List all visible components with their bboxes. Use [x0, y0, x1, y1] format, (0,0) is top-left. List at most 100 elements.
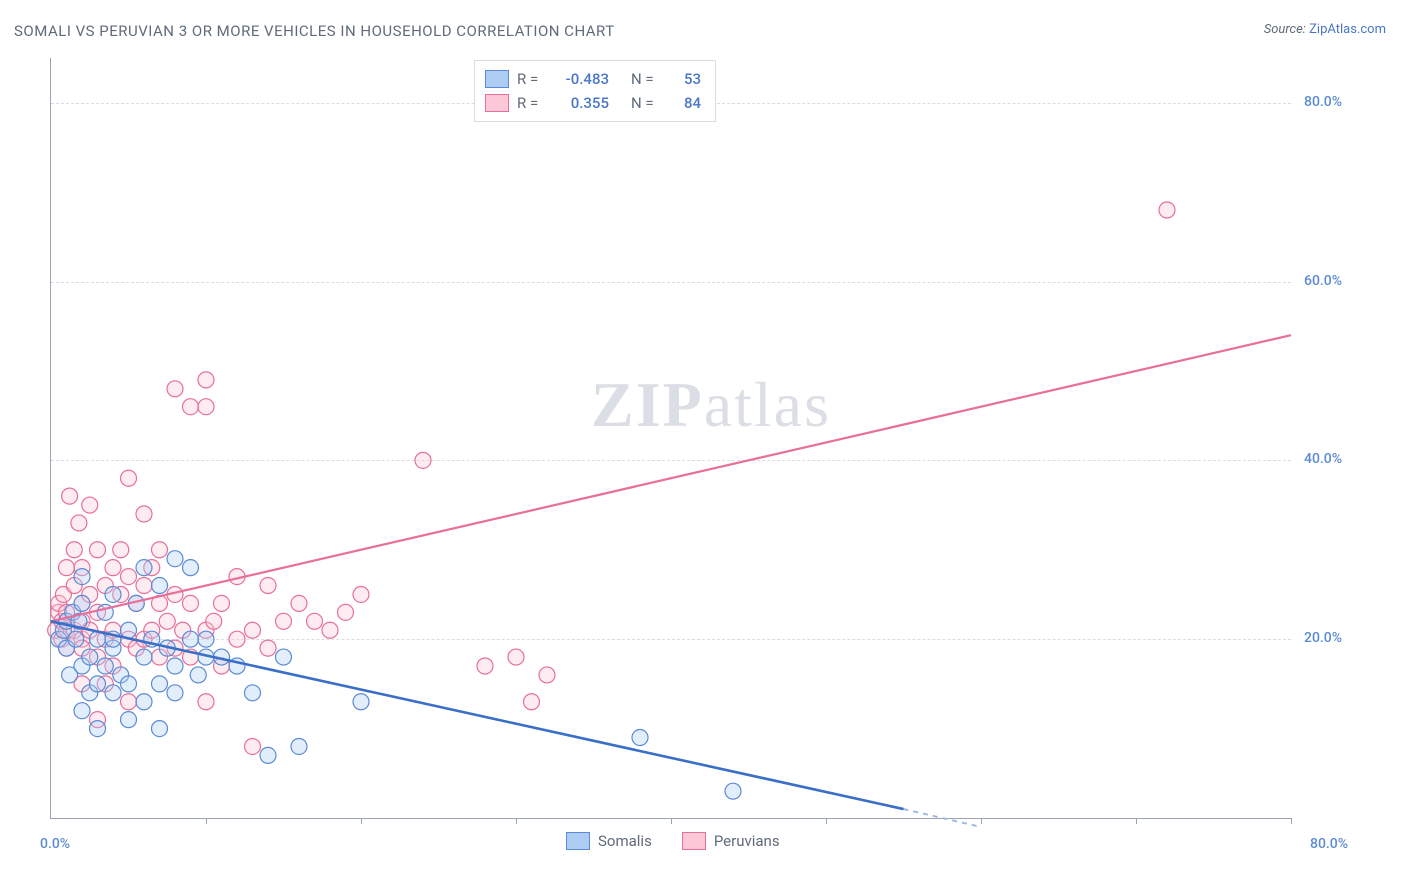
data-point [113, 542, 129, 558]
data-point [136, 560, 152, 576]
chart-title: SOMALI VS PERUVIAN 3 OR MORE VEHICLES IN… [14, 22, 615, 40]
data-point [105, 560, 121, 576]
legend-swatch [566, 832, 590, 850]
data-point [198, 694, 214, 710]
data-point [74, 595, 90, 611]
data-point [136, 506, 152, 522]
data-point [167, 685, 183, 701]
data-point [97, 658, 113, 674]
data-point [245, 622, 261, 638]
r-label: R = [517, 70, 545, 88]
data-point [74, 569, 90, 585]
data-point [62, 488, 78, 504]
data-point [198, 631, 214, 647]
r-value: -0.483 [553, 70, 609, 88]
legend-label: Somalis [598, 832, 652, 850]
data-point [74, 703, 90, 719]
plot-area: ZIPatlas [50, 58, 1291, 819]
x-tick [826, 818, 827, 824]
data-point [66, 542, 82, 558]
data-point [183, 595, 199, 611]
data-point [276, 613, 292, 629]
n-value: 84 [673, 94, 701, 112]
stats-row: R =0.355N =84 [485, 91, 701, 115]
n-label: N = [631, 70, 665, 88]
data-point [90, 542, 106, 558]
source-site: ZipAtlas.com [1309, 22, 1386, 37]
data-point [183, 560, 199, 576]
source-attribution: Source: ZipAtlas.com [1264, 22, 1386, 37]
stats-legend: R =-0.483N =53R =0.355N =84 [474, 60, 716, 122]
chart-svg [51, 58, 1291, 818]
data-point [338, 604, 354, 620]
data-point [524, 694, 540, 710]
legend-item: Peruvians [682, 832, 780, 850]
data-point [291, 595, 307, 611]
data-point [322, 622, 338, 638]
data-point [508, 649, 524, 665]
data-point [198, 399, 214, 415]
data-point [190, 667, 206, 683]
data-point [82, 649, 98, 665]
data-point [136, 649, 152, 665]
data-point [477, 658, 493, 674]
legend-swatch [682, 832, 706, 850]
stats-row: R = -0.483 N = 53 [485, 67, 701, 91]
data-point [198, 372, 214, 388]
series-legend: Somalis Peruvians [566, 832, 780, 850]
data-point [276, 649, 292, 665]
data-point [307, 613, 323, 629]
legend-label: Peruvians [714, 832, 780, 850]
trend-line [51, 335, 1291, 621]
data-point [136, 694, 152, 710]
data-point [229, 631, 245, 647]
x-tick [981, 818, 982, 824]
data-point [183, 399, 199, 415]
data-point [353, 586, 369, 602]
data-point [167, 551, 183, 567]
data-point [245, 738, 261, 754]
y-tick-label: 80.0% [1304, 94, 1342, 110]
data-point [152, 578, 168, 594]
x-tick [671, 818, 672, 824]
data-point [632, 730, 648, 746]
data-point [121, 569, 137, 585]
data-point [260, 640, 276, 656]
data-point [121, 694, 137, 710]
data-point [1159, 202, 1175, 218]
data-point [291, 738, 307, 754]
data-point [415, 452, 431, 468]
r-value: 0.355 [553, 94, 609, 112]
data-point [121, 470, 137, 486]
data-point [105, 685, 121, 701]
data-point [214, 595, 230, 611]
x-tick [361, 818, 362, 824]
x-tick [1291, 818, 1292, 824]
data-point [152, 721, 168, 737]
data-point [725, 783, 741, 799]
r-label: R = [517, 94, 545, 112]
trend-line [904, 809, 982, 827]
data-point [90, 676, 106, 692]
x-max-label: 80.0% [1310, 836, 1348, 852]
data-point [152, 676, 168, 692]
data-point [260, 578, 276, 594]
data-point [121, 712, 137, 728]
data-point [539, 667, 555, 683]
data-point [260, 747, 276, 763]
legend-item: Somalis [566, 832, 652, 850]
data-point [159, 613, 175, 629]
data-point [136, 578, 152, 594]
trend-line [51, 621, 904, 809]
n-value: 53 [673, 70, 701, 88]
legend-swatch [485, 70, 509, 88]
y-tick-label: 60.0% [1304, 273, 1342, 289]
x-origin-label: 0.0% [40, 836, 70, 852]
legend-swatch [485, 94, 509, 112]
x-tick [1136, 818, 1137, 824]
data-point [121, 676, 137, 692]
source-label: Source: [1264, 22, 1306, 37]
x-tick [516, 818, 517, 824]
y-tick-label: 20.0% [1304, 630, 1342, 646]
data-point [206, 613, 222, 629]
